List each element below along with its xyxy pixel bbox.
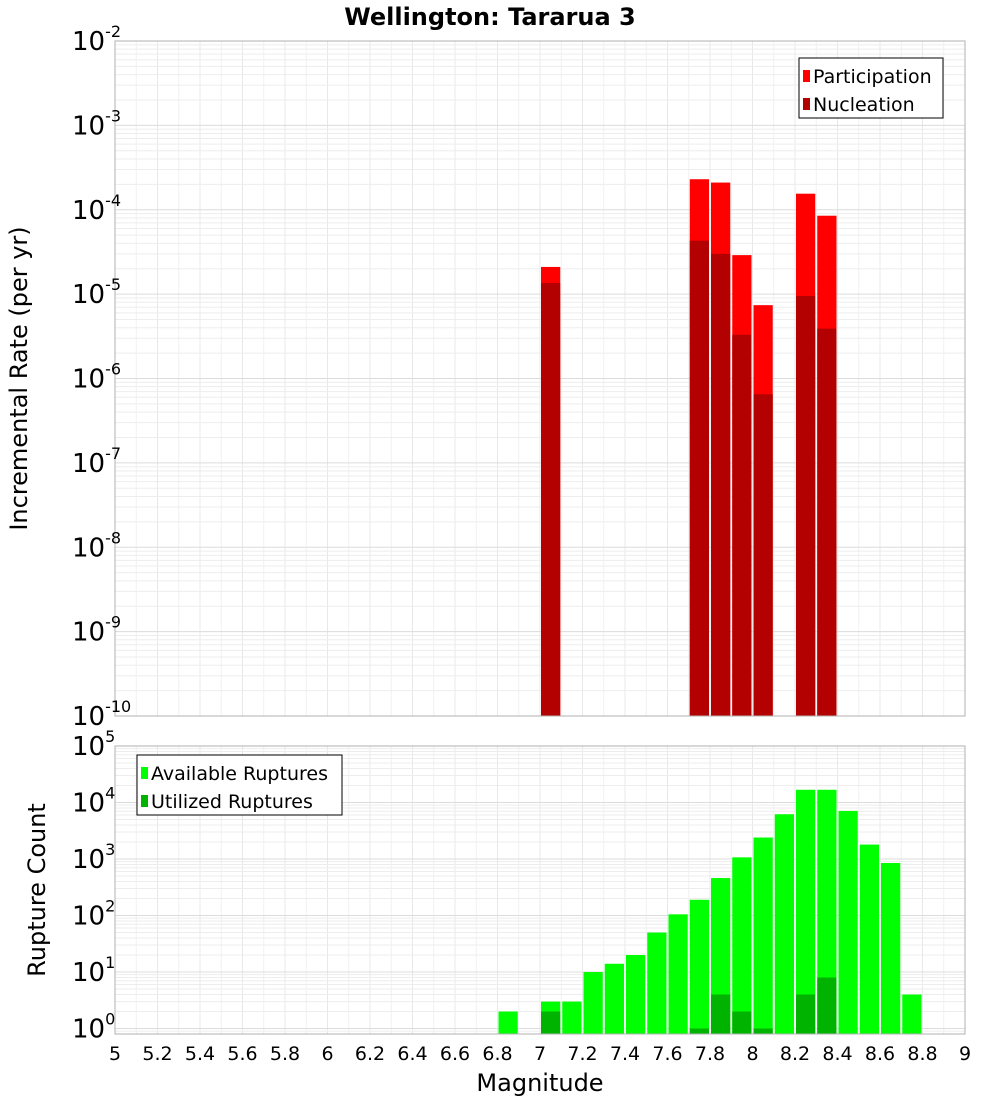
top-bar-nucleation bbox=[541, 283, 561, 716]
bottom-bar-available-ruptures bbox=[583, 972, 603, 1034]
top-y-tick-label: 10-5 bbox=[72, 275, 121, 310]
x-tick-label: 7.2 bbox=[567, 1043, 597, 1065]
top-y-tick-label: 10-2 bbox=[72, 22, 121, 57]
x-tick-label: 8 bbox=[746, 1043, 758, 1065]
top-bar-nucleation bbox=[753, 394, 773, 716]
top-y-tick-labels: 10-2 10-3 10-4 10-5 10-6 10-7 10-8 10-9 10-10 bbox=[72, 22, 131, 732]
bottom-bar-utilized-ruptures bbox=[753, 1028, 773, 1034]
x-tick-label: 6.8 bbox=[482, 1043, 512, 1065]
bottom-y-tick-label: 101 bbox=[72, 953, 115, 988]
bottom-plot-frame bbox=[114, 745, 966, 1035]
bottom-y-tick-label: 104 bbox=[72, 784, 115, 819]
x-tick-label: 5.4 bbox=[185, 1043, 215, 1065]
top-legend: Participation Nucleation bbox=[798, 57, 944, 119]
x-tick-labels: 5 5.2 5.4 5.6 5.8 6 6.2 6.4 6.6 6.8 7 7.2 7.4 7.6 7.8 8… bbox=[109, 1043, 971, 1065]
bottom-legend: Available Ruptures Utilized Ruptures bbox=[136, 754, 343, 816]
bottom-series-1 bbox=[541, 977, 837, 1034]
bottom-bar-available-ruptures bbox=[562, 1001, 582, 1034]
x-tick-label: 8.4 bbox=[822, 1043, 852, 1065]
bottom-legend-swatch bbox=[141, 795, 148, 807]
x-axis-label: Magnitude bbox=[476, 1069, 603, 1097]
bottom-bar-available-ruptures bbox=[796, 789, 816, 1034]
bottom-bar-available-ruptures bbox=[838, 810, 858, 1034]
x-tick-label: 8.8 bbox=[907, 1043, 937, 1065]
bottom-panel: 100 101 102 103 104 105 Rupture Count 5 5.2 5.4 5.… bbox=[23, 727, 971, 1097]
top-legend-swatch bbox=[803, 70, 810, 82]
bottom-y-tick-label: 105 bbox=[72, 727, 115, 762]
top-legend-box bbox=[798, 57, 944, 119]
bottom-bar-available-ruptures bbox=[647, 932, 667, 1034]
top-y-tick-label: 10-4 bbox=[72, 191, 121, 226]
top-legend-swatch bbox=[803, 98, 810, 110]
bottom-bar-available-ruptures bbox=[774, 814, 794, 1034]
bottom-bar-available-ruptures bbox=[753, 837, 773, 1034]
top-bar-nucleation bbox=[796, 296, 816, 716]
bottom-legend-label: Utilized Ruptures bbox=[151, 791, 313, 813]
x-tick-label: 6.2 bbox=[355, 1043, 385, 1065]
bottom-bar-available-ruptures bbox=[817, 789, 837, 1034]
bottom-bar-available-ruptures bbox=[689, 899, 709, 1034]
bottom-y-tick-label: 100 bbox=[72, 1010, 115, 1045]
top-y-axis-label: Incremental Rate (per yr) bbox=[5, 226, 33, 530]
top-panel: 10-2 10-3 10-4 10-5 10-6 10-7 10-8 10-9 10-10 Inc… bbox=[5, 22, 966, 732]
x-tick-label: 9 bbox=[959, 1043, 971, 1065]
top-series-1 bbox=[541, 240, 837, 717]
bottom-bars bbox=[498, 789, 922, 1034]
x-tick-label: 6 bbox=[321, 1043, 333, 1065]
bottom-bar-utilized-ruptures bbox=[732, 1011, 752, 1034]
top-y-tick-label: 10-3 bbox=[72, 106, 121, 141]
x-tick-label: 8.6 bbox=[865, 1043, 895, 1065]
top-bar-nucleation bbox=[817, 328, 837, 716]
top-y-tick-label: 10-7 bbox=[72, 444, 121, 479]
bottom-bar-available-ruptures bbox=[859, 844, 879, 1034]
top-plot-frame bbox=[114, 40, 966, 717]
top-legend-label: Nucleation bbox=[813, 94, 915, 116]
x-tick-label: 6.6 bbox=[440, 1043, 470, 1065]
x-tick-label: 7.6 bbox=[652, 1043, 682, 1065]
top-bar-nucleation bbox=[689, 240, 709, 717]
top-bar-nucleation bbox=[732, 334, 752, 716]
top-legend-label: Participation bbox=[813, 66, 932, 88]
x-tick-label: 6.4 bbox=[397, 1043, 427, 1065]
bottom-bar-available-ruptures bbox=[732, 857, 752, 1034]
bottom-vertical-grid bbox=[114, 746, 966, 1034]
bottom-legend-box bbox=[136, 754, 343, 816]
bottom-y-tick-label: 103 bbox=[72, 840, 115, 875]
bottom-y-tick-labels: 100 101 102 103 104 105 bbox=[72, 727, 115, 1045]
top-bar-nucleation bbox=[711, 253, 731, 716]
bottom-bar-utilized-ruptures bbox=[689, 1028, 709, 1034]
bottom-bar-available-ruptures bbox=[902, 994, 922, 1034]
top-y-tick-label: 10-10 bbox=[72, 697, 131, 732]
bottom-legend-swatch bbox=[141, 767, 148, 779]
chart-title: Wellington: Tararua 3 bbox=[344, 3, 636, 31]
top-y-tick-label: 10-6 bbox=[72, 360, 121, 395]
top-y-tick-label: 10-8 bbox=[72, 528, 121, 563]
bottom-bar-available-ruptures bbox=[604, 963, 624, 1034]
bottom-bar-available-ruptures bbox=[668, 914, 688, 1034]
bottom-bar-available-ruptures bbox=[626, 955, 646, 1034]
top-bars bbox=[541, 179, 837, 717]
x-tick-label: 7.8 bbox=[695, 1043, 725, 1065]
bottom-legend-label: Available Ruptures bbox=[151, 763, 328, 785]
x-tick-label: 5 bbox=[109, 1043, 121, 1065]
x-tick-label: 8.2 bbox=[780, 1043, 810, 1065]
bottom-bar-utilized-ruptures bbox=[711, 994, 731, 1034]
bottom-bar-utilized-ruptures bbox=[541, 1011, 561, 1034]
bottom-y-tick-label: 102 bbox=[72, 897, 115, 932]
top-y-tick-label: 10-9 bbox=[72, 613, 121, 648]
x-tick-label: 7 bbox=[534, 1043, 546, 1065]
bottom-y-axis-label: Rupture Count bbox=[23, 803, 51, 977]
bottom-bar-utilized-ruptures bbox=[817, 977, 837, 1034]
x-tick-label: 5.8 bbox=[270, 1043, 300, 1065]
bottom-bar-available-ruptures bbox=[881, 862, 901, 1034]
x-tick-label: 5.2 bbox=[142, 1043, 172, 1065]
x-tick-label: 5.6 bbox=[227, 1043, 257, 1065]
bottom-bar-utilized-ruptures bbox=[796, 994, 816, 1034]
x-tick-label: 7.4 bbox=[610, 1043, 640, 1065]
bottom-bar-available-ruptures bbox=[498, 1011, 518, 1034]
